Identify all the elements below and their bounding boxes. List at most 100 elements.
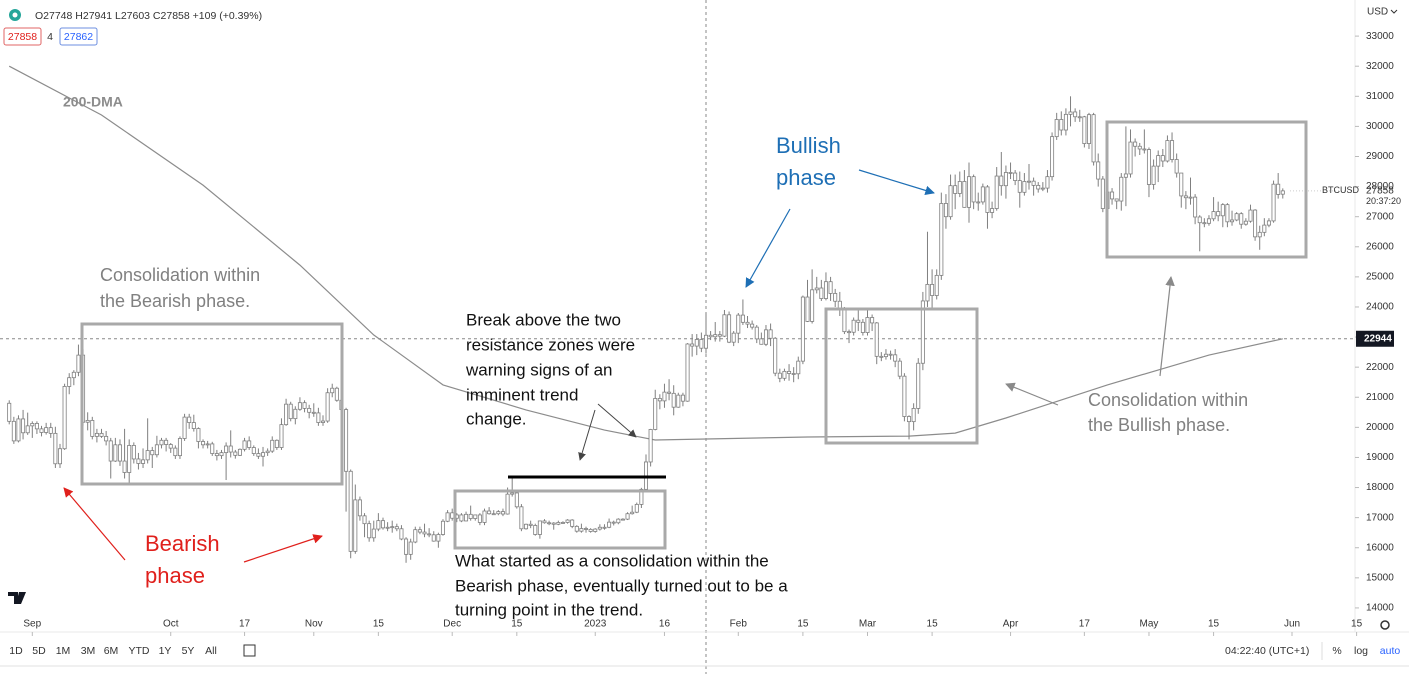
candle-body [842, 308, 847, 333]
candle-body [685, 343, 690, 402]
candle-body [344, 409, 349, 472]
arrow [1159, 276, 1175, 377]
annotation: the Bearish phase. [100, 291, 250, 311]
range-button[interactable]: 1M [56, 645, 71, 657]
candle-body [671, 392, 676, 408]
candle-body [768, 329, 773, 339]
candle-body [90, 420, 95, 437]
candle-body [316, 412, 321, 423]
compare-icon[interactable] [243, 644, 256, 657]
bid-box[interactable] [3, 27, 42, 46]
candle-body [814, 287, 819, 291]
arrow [745, 208, 791, 288]
annotation: Bearish [145, 531, 220, 556]
candle-body [256, 453, 261, 457]
candle-body [297, 402, 302, 410]
candle-body [1068, 111, 1073, 115]
range-button[interactable]: 1Y [159, 645, 172, 657]
candle-body [510, 492, 515, 495]
x-tick-label: Nov [305, 619, 323, 630]
candle-body [500, 511, 505, 515]
candle-body [777, 372, 782, 379]
annotation: imminent trend [466, 385, 578, 404]
range-button[interactable]: 5D [32, 645, 46, 657]
range-button[interactable]: All [205, 645, 217, 657]
candle-body [740, 314, 745, 323]
candle-body [782, 370, 787, 379]
candle-body [94, 432, 99, 437]
candle-body [76, 354, 81, 373]
candle-body [1188, 196, 1193, 199]
settings-icon[interactable] [1380, 620, 1390, 630]
candle-body [164, 439, 169, 445]
candle-body [634, 503, 639, 513]
candle-body [1165, 140, 1170, 162]
candle-body [1142, 148, 1147, 151]
candle-body [422, 531, 427, 535]
candle-body [1100, 178, 1105, 209]
candle-body [1013, 172, 1018, 181]
ohlc-legend: O27748 H27941 L27603 C27858 +109 (+0.39%… [35, 10, 262, 22]
x-tick-label: 15 [1208, 619, 1220, 630]
candle-body [1022, 181, 1027, 193]
y-tick-label: 22000 [1366, 362, 1394, 373]
candle-body [597, 526, 602, 530]
candle-body [616, 518, 621, 524]
candle-body [482, 510, 487, 523]
candle-body [690, 343, 695, 347]
candle-body [284, 403, 289, 426]
range-button[interactable]: 1D [9, 645, 23, 657]
ask: 27862 [64, 31, 93, 43]
candle-body [717, 334, 722, 337]
candle-body [265, 450, 270, 454]
candle-body [722, 314, 727, 337]
candle-body [1003, 172, 1008, 187]
candle-body [943, 203, 948, 218]
log-toggle[interactable]: log [1354, 645, 1368, 657]
candle-body [934, 274, 939, 296]
range-button[interactable]: 5Y [182, 645, 195, 657]
candle-body [431, 534, 436, 542]
candle-body [1077, 116, 1082, 119]
ask-box[interactable] [59, 27, 98, 46]
range-button[interactable]: YTD [129, 645, 150, 657]
candle-body [856, 319, 861, 323]
candle-body [879, 355, 884, 358]
candle-body [473, 514, 478, 519]
candle-body [791, 373, 796, 375]
x-tick-label: Jun [1284, 619, 1300, 630]
candle-body [620, 518, 625, 521]
candle-body [71, 371, 76, 379]
range-button[interactable]: 6M [104, 645, 119, 657]
candle-body [1170, 140, 1175, 160]
candle-body [1063, 113, 1068, 131]
x-tick-label: Oct [163, 619, 179, 630]
annotation: warning signs of an [465, 360, 612, 379]
candle-body [104, 435, 109, 442]
candle-body [1073, 111, 1078, 118]
currency[interactable]: USD [1367, 7, 1388, 18]
x-tick-label: Sep [23, 619, 41, 630]
candle-body [136, 458, 141, 464]
candle-body [570, 519, 575, 527]
candle-body [173, 447, 178, 457]
candle-body [450, 512, 455, 519]
candle-body [736, 314, 741, 334]
candle-body [731, 332, 736, 343]
candle-body [25, 425, 30, 434]
candle-body [680, 394, 685, 402]
auto-toggle[interactable]: auto [1380, 645, 1401, 657]
candle-body [754, 326, 759, 340]
percent-toggle[interactable]: % [1332, 645, 1341, 657]
candle-body [763, 329, 768, 345]
candle-body [994, 175, 999, 209]
candle-body [851, 319, 856, 333]
candle-body [860, 321, 865, 333]
arrow [63, 487, 126, 561]
candle-body [30, 423, 35, 427]
range-button[interactable]: 3M [81, 645, 96, 657]
candle-body [1206, 218, 1211, 224]
candle-body [1257, 231, 1262, 238]
candle-body [261, 452, 266, 457]
y-tick-label: 32000 [1366, 61, 1394, 72]
